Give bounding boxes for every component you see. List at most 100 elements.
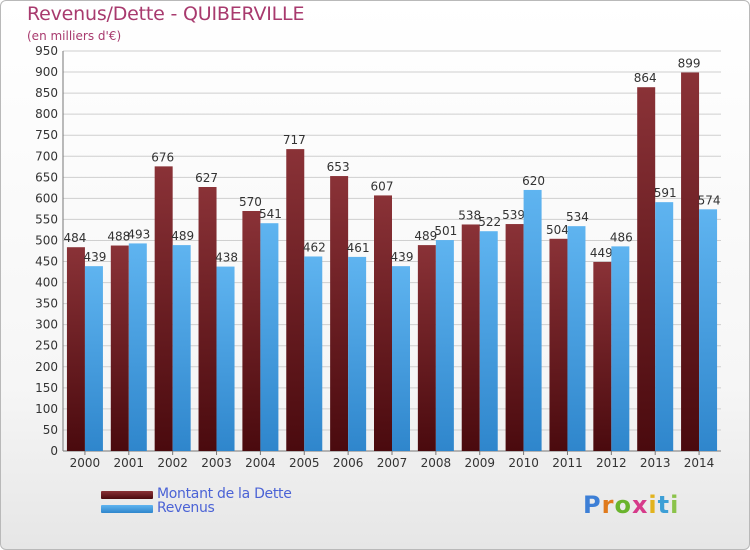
data-label-dette: 607 (371, 179, 394, 193)
bar-revenus (128, 243, 147, 451)
data-label-revenus: 591 (654, 186, 677, 200)
bar-revenus (216, 266, 235, 451)
x-tick-label: 2014 (684, 456, 715, 470)
data-label-dette: 489 (414, 229, 437, 243)
x-tick-label: 2005 (289, 456, 320, 470)
data-label-revenus: 439 (391, 250, 414, 264)
data-label-revenus: 493 (127, 227, 150, 241)
data-label-dette: 538 (458, 208, 481, 222)
y-tick-label: 50 (43, 423, 58, 437)
y-tick-label: 650 (35, 170, 58, 184)
bar-dette (154, 166, 173, 452)
bar-revenus (523, 189, 542, 451)
bar-revenus (84, 266, 103, 451)
bar-revenus (567, 226, 586, 451)
bar-dette (637, 87, 656, 452)
bar-revenus (348, 256, 367, 451)
x-tick-label: 2007 (377, 456, 408, 470)
data-label-revenus: 534 (566, 210, 589, 224)
bar-dette (330, 176, 349, 452)
proxiti-logo: Proxiti (583, 491, 679, 519)
bar-revenus (611, 246, 630, 451)
bar-dette (549, 238, 568, 451)
bar-dette (593, 261, 612, 451)
logo-letter: i (648, 491, 658, 519)
data-label-dette: 627 (195, 171, 218, 185)
y-tick-label: 250 (35, 339, 58, 353)
legend-swatch-dette (101, 491, 153, 499)
x-tick-label: 2010 (508, 456, 539, 470)
data-label-dette: 676 (151, 150, 174, 164)
logo-letter: o (614, 491, 632, 519)
y-tick-label: 200 (35, 360, 58, 374)
y-tick-label: 800 (35, 107, 58, 121)
data-label-dette: 717 (283, 133, 306, 147)
logo-letter: t (657, 491, 671, 519)
bar-dette (242, 211, 261, 451)
x-tick-label: 2004 (245, 456, 276, 470)
data-label-dette: 570 (239, 195, 262, 209)
data-label-dette: 488 (107, 230, 130, 244)
bar-dette (374, 195, 392, 451)
data-label-dette: 899 (678, 56, 701, 70)
data-label-dette: 449 (590, 246, 613, 260)
x-tick-label: 2003 (201, 456, 232, 470)
bar-dette (505, 224, 524, 451)
x-tick-label: 2012 (596, 456, 627, 470)
bar-dette (417, 245, 436, 451)
x-tick-label: 2000 (70, 456, 101, 470)
y-tick-label: 350 (35, 297, 58, 311)
data-label-revenus: 522 (478, 215, 501, 229)
y-tick-label: 600 (35, 191, 58, 205)
data-label-revenus: 501 (434, 224, 457, 238)
y-tick-label: 300 (35, 318, 58, 332)
y-tick-label: 0 (50, 444, 58, 458)
data-label-dette: 864 (634, 71, 657, 85)
y-tick-label: 750 (35, 128, 58, 142)
logo-letter: P (583, 491, 602, 519)
y-tick-label: 100 (35, 402, 58, 416)
data-label-dette: 653 (327, 160, 350, 174)
x-tick-label: 2002 (157, 456, 188, 470)
x-tick-label: 2009 (464, 456, 495, 470)
bar-revenus (479, 231, 498, 451)
y-tick-label: 950 (35, 44, 58, 58)
data-label-revenus: 574 (698, 193, 721, 207)
bar-dette (110, 245, 129, 451)
y-tick-label: 450 (35, 255, 58, 269)
data-label-dette: 484 (63, 231, 86, 245)
x-tick-label: 2013 (640, 456, 671, 470)
y-tick-label: 400 (35, 276, 58, 290)
legend-swatch-revenus (101, 505, 153, 513)
data-label-revenus: 620 (522, 174, 545, 188)
legend-label-revenus: Revenus (157, 500, 215, 516)
bar-dette (681, 72, 700, 451)
chart-subtitle: (en milliers d'€) (27, 29, 122, 43)
logo-letter: i (670, 491, 680, 519)
bar-dette (198, 187, 217, 451)
data-label-revenus: 439 (83, 250, 106, 264)
y-tick-label: 700 (35, 149, 58, 163)
data-label-dette: 539 (502, 208, 525, 222)
bar-revenus (260, 223, 279, 451)
x-tick-label: 2008 (421, 456, 452, 470)
bar-revenus (435, 240, 454, 451)
y-tick-label: 900 (35, 65, 58, 79)
y-tick-label: 850 (35, 86, 58, 100)
bar-revenus (699, 209, 718, 451)
data-label-revenus: 489 (171, 229, 194, 243)
bar-revenus (172, 245, 191, 451)
y-tick-label: 550 (35, 212, 58, 226)
data-label-revenus: 486 (610, 230, 633, 244)
data-label-revenus: 438 (215, 251, 238, 265)
logo-letter: r (601, 491, 615, 519)
x-tick-label: 2001 (114, 456, 145, 470)
y-tick-label: 150 (35, 381, 58, 395)
bar-revenus (392, 266, 410, 451)
data-label-dette: 504 (546, 223, 569, 237)
bar-revenus (655, 202, 674, 451)
bar-dette (66, 247, 85, 451)
bar-revenus (304, 256, 323, 451)
